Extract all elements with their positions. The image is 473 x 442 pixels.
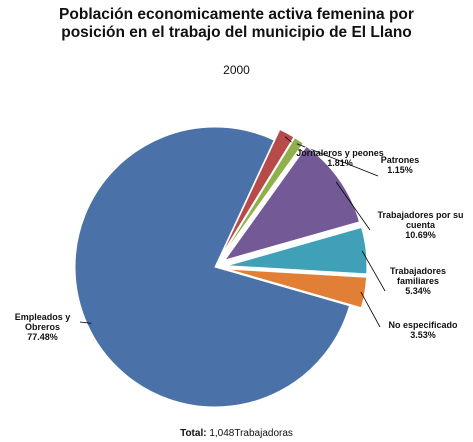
value-label: 5.34% — [405, 286, 431, 296]
slice-label: Patrones 1.15% — [375, 155, 425, 175]
chart-subtitle: 2000 — [223, 63, 250, 77]
total-value: 1,048Trabajadoras — [209, 428, 293, 439]
slice-label: Empleados y Obreros 77.48% — [5, 312, 80, 342]
category-name: Jornaleros y peones — [296, 148, 384, 158]
pie-slice — [221, 136, 304, 258]
chart-title: Población economicamente activa femenina… — [59, 6, 414, 41]
slice-label: Trabajadores familiares 5.34% — [373, 266, 463, 296]
total-label: Total: — [180, 428, 207, 439]
category-name: Patrones — [380, 155, 420, 165]
value-label: 3.53% — [410, 330, 436, 340]
category-name: No especificado — [388, 320, 458, 330]
slice-label: No especificado 3.53% — [368, 320, 473, 340]
value-label: 1.81% — [327, 158, 353, 168]
leader-line — [335, 181, 371, 231]
leader-line — [360, 291, 381, 328]
leader-line — [361, 250, 386, 292]
footer: Total: 1,048Trabajadoras — [0, 428, 473, 439]
category-name: Trabajadores familiares — [389, 266, 447, 286]
pie-slice — [220, 128, 295, 257]
value-label: 77.48% — [27, 332, 58, 342]
value-label: 10.69% — [405, 230, 436, 240]
value-label: 1.15% — [387, 165, 413, 175]
pie-slice — [223, 145, 361, 261]
pie-slice — [226, 268, 368, 309]
pie-slice — [226, 226, 368, 275]
category-name: Empleados y Obreros — [14, 312, 71, 332]
category-name: Trabajadores por su cuenta — [377, 210, 464, 230]
slice-label: Trabajadores por su cuenta 10.69% — [368, 210, 473, 240]
leader-line — [79, 321, 92, 324]
pie-slice — [74, 126, 351, 408]
slice-label: Jornaleros y peones 1.81% — [295, 148, 385, 168]
